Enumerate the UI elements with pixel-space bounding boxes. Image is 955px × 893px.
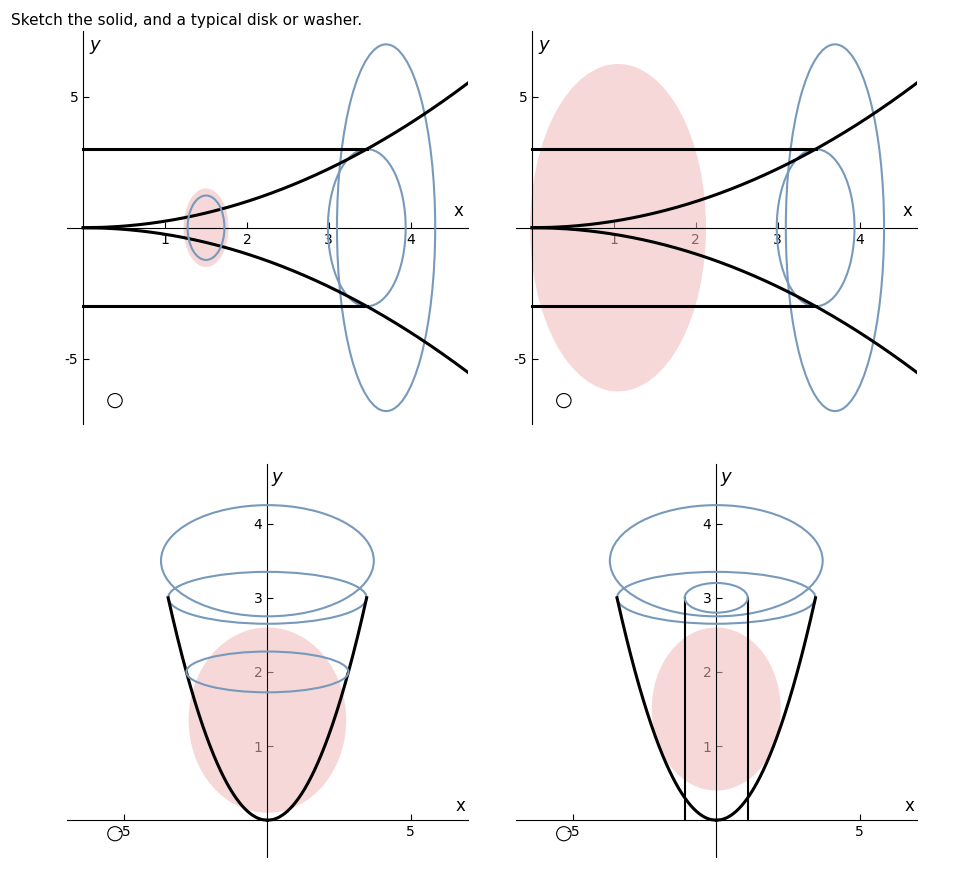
Text: Sketch the solid, and a typical disk or washer.: Sketch the solid, and a typical disk or …	[11, 13, 363, 29]
Text: y: y	[90, 37, 100, 54]
Ellipse shape	[530, 64, 706, 391]
Text: y: y	[539, 37, 549, 54]
Ellipse shape	[183, 188, 228, 267]
Text: x: x	[902, 202, 913, 220]
Ellipse shape	[189, 628, 346, 813]
Ellipse shape	[651, 628, 780, 790]
Text: y: y	[272, 468, 283, 486]
Text: x: x	[456, 797, 465, 815]
Text: x: x	[904, 797, 914, 815]
Text: y: y	[720, 468, 732, 486]
Text: x: x	[454, 202, 464, 220]
